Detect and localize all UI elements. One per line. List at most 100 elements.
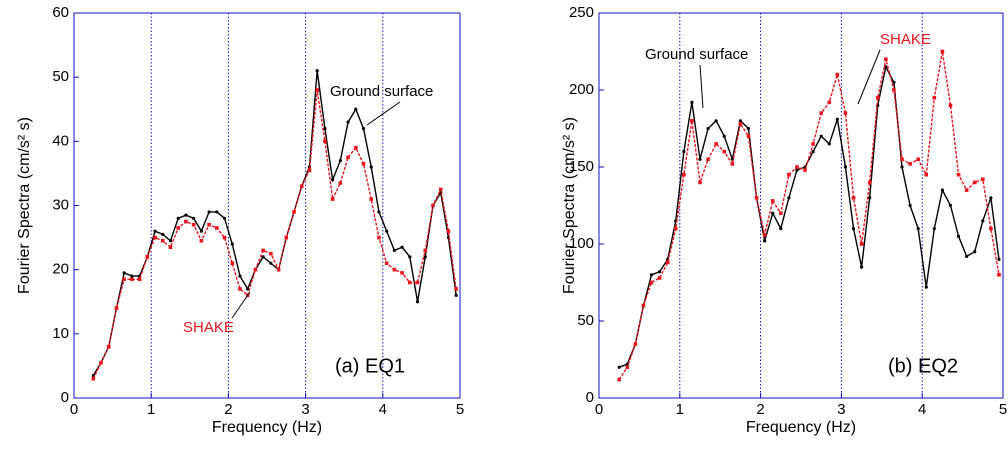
point: [423, 248, 428, 253]
x-tick-label: 2: [224, 401, 232, 418]
point: [176, 226, 181, 230]
point: [649, 273, 654, 277]
point: [253, 267, 258, 272]
point: [625, 365, 630, 369]
series-line: [92, 89, 457, 380]
point: [230, 242, 234, 246]
point: [269, 251, 273, 256]
point: [323, 139, 327, 144]
point: [176, 216, 180, 220]
point: [184, 213, 188, 217]
point: [722, 149, 727, 154]
y-tick-label: 0: [61, 389, 69, 406]
point: [423, 255, 427, 259]
point: [658, 270, 662, 274]
point: [811, 142, 815, 146]
plot-frame: [73, 12, 461, 399]
point: [867, 180, 872, 185]
point: [617, 365, 621, 369]
point: [771, 211, 775, 215]
point: [997, 273, 1001, 277]
point: [415, 300, 420, 304]
point: [168, 245, 173, 250]
point: [284, 235, 289, 240]
point: [673, 226, 678, 231]
point: [932, 227, 936, 231]
point: [222, 235, 227, 240]
point: [989, 196, 993, 200]
y-tick-label: 50: [577, 312, 594, 329]
point: [454, 287, 458, 291]
x-tick-label: 5: [999, 401, 1007, 418]
point: [346, 120, 350, 124]
point: [665, 260, 670, 265]
point: [763, 239, 767, 243]
point: [657, 276, 662, 280]
point: [981, 177, 985, 182]
point: [884, 65, 888, 69]
point: [106, 344, 111, 349]
point: [338, 181, 343, 185]
x-axis-label: Frequency (Hz): [212, 419, 322, 436]
point: [276, 267, 281, 272]
point: [415, 280, 420, 285]
point: [762, 232, 767, 237]
point: [246, 287, 250, 291]
y-tick-label: 20: [52, 261, 69, 278]
y-tick-label: 150: [569, 158, 594, 175]
point: [835, 72, 840, 77]
point: [323, 126, 327, 131]
point: [851, 227, 856, 231]
point: [892, 80, 896, 84]
point: [746, 134, 751, 138]
point: [730, 162, 735, 166]
point: [338, 158, 342, 163]
series-line: [92, 70, 457, 376]
y-tick-label: 250: [569, 4, 594, 21]
point: [924, 172, 929, 177]
point: [215, 210, 219, 214]
x-tick-label: 1: [676, 401, 684, 418]
point: [884, 57, 888, 61]
point: [859, 242, 864, 246]
point: [706, 157, 710, 162]
point: [843, 111, 848, 115]
point: [408, 280, 412, 285]
leader-line: [231, 291, 251, 319]
panel-label: (b) EQ2: [888, 355, 958, 377]
point: [331, 178, 335, 182]
point: [269, 261, 273, 265]
point: [222, 216, 227, 220]
point: [168, 239, 173, 243]
point: [369, 165, 373, 169]
point: [207, 210, 211, 214]
point: [346, 155, 350, 160]
point: [137, 277, 142, 282]
point: [932, 95, 937, 100]
point: [161, 232, 165, 236]
point: [192, 216, 196, 220]
point: [973, 250, 977, 254]
point: [230, 261, 235, 266]
point: [682, 172, 686, 177]
x-tick-label: 4: [379, 401, 387, 418]
point: [868, 196, 872, 200]
point: [754, 196, 759, 200]
point: [130, 277, 134, 282]
point: [916, 157, 920, 162]
point: [400, 271, 404, 275]
plot-frame: [598, 12, 1004, 399]
point: [446, 229, 451, 233]
point: [617, 377, 621, 382]
x-tick-label: 3: [837, 401, 845, 418]
y-tick-label: 100: [569, 235, 594, 252]
point: [860, 265, 864, 269]
leader-line: [857, 49, 881, 105]
point: [779, 227, 783, 231]
point: [354, 107, 358, 111]
point: [965, 254, 969, 258]
point: [122, 271, 126, 275]
point: [795, 165, 799, 169]
